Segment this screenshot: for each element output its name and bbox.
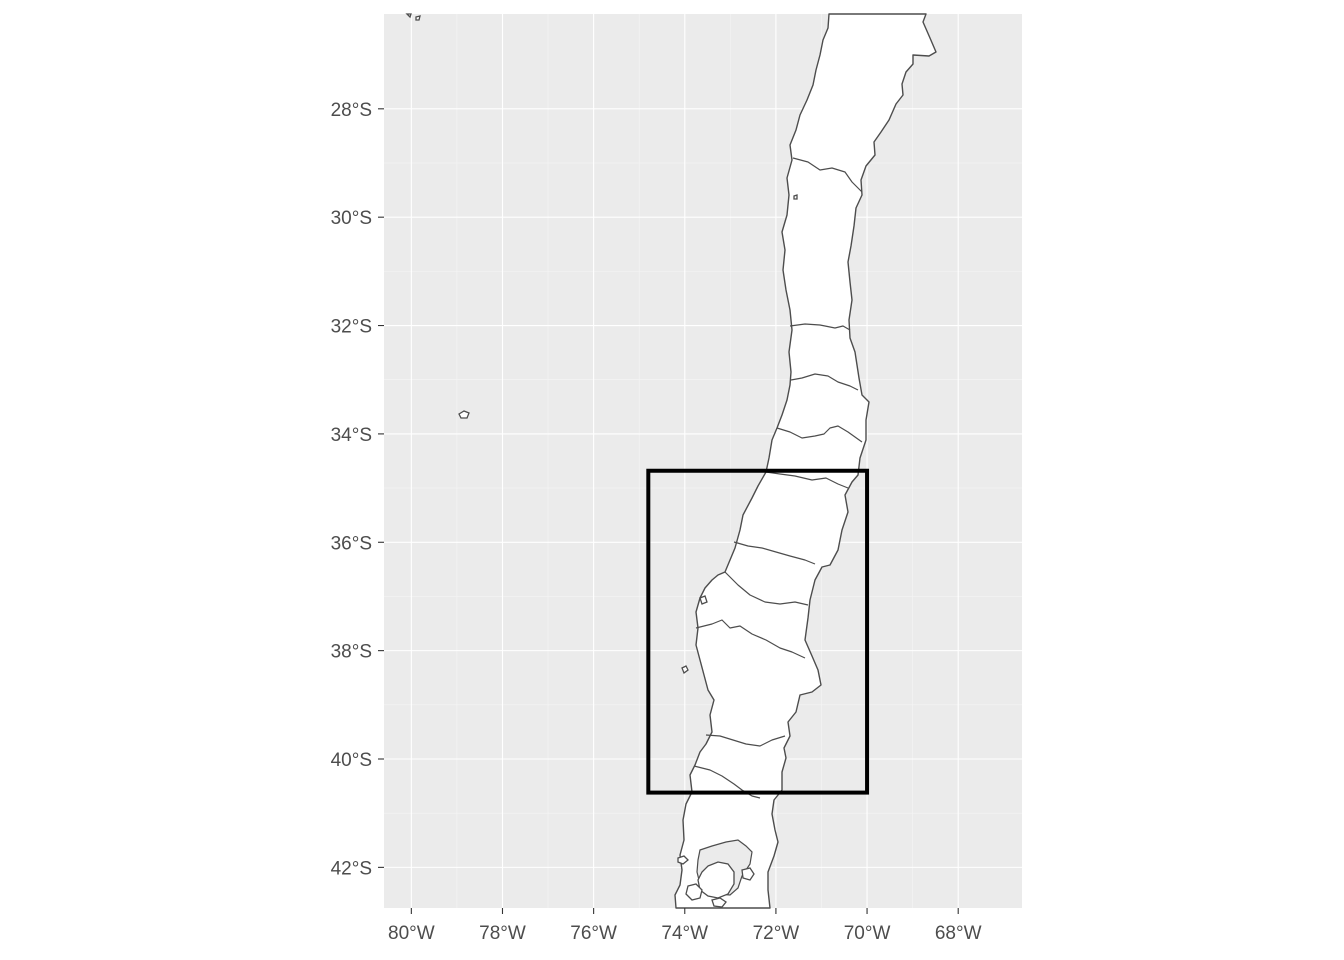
archipelago-island [685,883,703,901]
x-tick-label: 80°W [388,923,435,944]
juan-fernandez-island [458,410,470,419]
regional-borders [693,157,863,799]
region-border [790,373,859,391]
x-tick-label: 68°W [935,923,982,944]
chile-mainland [674,13,937,909]
y-tick-label: 32°S [331,317,372,338]
desventuradas-island [405,13,412,19]
y-axis: 28°S 30°S 32°S 34°S 36°S 38°S 40°S 42°S [331,100,384,879]
region-border [789,323,851,331]
region-border [733,541,816,565]
selection-bounding-box [646,468,870,795]
region-border [724,571,809,606]
chiloe-island [697,861,735,899]
region-border [693,765,761,799]
archipelago-island [677,855,689,865]
santa-maria-island [699,595,708,605]
desventuradas-island [415,15,421,21]
y-tick-label: 34°S [331,425,372,446]
archipelago-island [711,897,727,908]
x-tick-label: 78°W [479,923,526,944]
region-border [776,425,863,443]
region-border [705,734,786,747]
y-tick-label: 36°S [331,533,372,554]
x-tick-label: 72°W [753,923,800,944]
y-tick-label: 28°S [331,100,372,121]
region-border [792,157,863,193]
region-border [695,619,806,659]
mocha-island [681,665,689,675]
y-tick-label: 38°S [331,642,372,663]
x-tick-label: 74°W [661,923,708,944]
x-tick-label: 70°W [844,923,891,944]
region-border [765,471,849,489]
y-tick-label: 30°S [331,208,372,229]
archipelago-island [741,867,755,881]
y-tick-label: 40°S [331,750,372,771]
x-tick-label: 76°W [570,923,617,944]
coastal-islet [793,194,798,200]
y-tick-label: 42°S [331,858,372,879]
chile-landmass [405,13,937,909]
x-axis: 80°W 78°W 76°W 74°W 72°W 70°W 68°W [388,908,982,944]
